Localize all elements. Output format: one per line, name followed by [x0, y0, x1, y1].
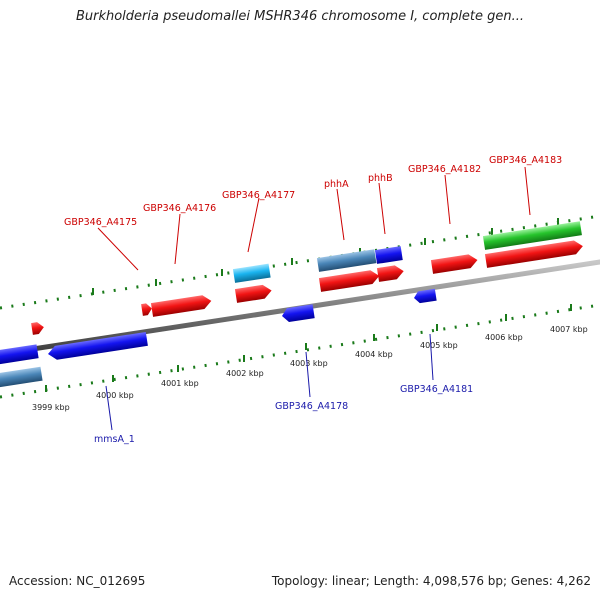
topology-summary: Topology: linear; Length: 4,098,576 bp; …	[271, 574, 591, 588]
gene-red-small[interactable]	[141, 303, 153, 316]
gene-phhA[interactable]	[318, 269, 380, 292]
gene-features	[0, 221, 584, 389]
tick-label-4005: 4005 kbp	[420, 341, 458, 350]
label-phhA[interactable]: phhA	[324, 179, 349, 190]
label-phhB[interactable]: phhB	[368, 173, 393, 184]
label-mmsA-1[interactable]: mmsA_1	[94, 434, 135, 445]
label-gbp346-a4177[interactable]: GBP346_A4177	[222, 190, 295, 201]
label-leader-lines	[97, 166, 531, 431]
label-gbp346-a4178[interactable]: GBP346_A4178	[275, 401, 348, 412]
gene-phhA-steel[interactable]	[316, 249, 377, 272]
gene-red-small-left[interactable]	[31, 321, 45, 335]
accession-text: Accession: NC_012695	[9, 574, 146, 588]
tick-label-4001: 4001 kbp	[161, 379, 199, 388]
tick-label-4007: 4007 kbp	[550, 325, 588, 334]
gene-phhB-blue[interactable]	[374, 246, 403, 264]
gene-gbp346-a4181[interactable]	[413, 288, 437, 304]
gene-red-a4177-b[interactable]	[234, 284, 273, 303]
tick-label-4004: 4004 kbp	[355, 350, 393, 359]
gene-steel-edge-left[interactable]	[0, 366, 43, 389]
gene-gbp346-a4177[interactable]	[232, 263, 271, 283]
map-title: Burkholderia pseudomallei MSHR346 chromo…	[75, 9, 525, 24]
label-gbp346-a4183[interactable]: GBP346_A4183	[489, 155, 562, 166]
label-gbp346-a4176[interactable]: GBP346_A4176	[143, 203, 216, 214]
gene-gbp346-a4178[interactable]	[281, 304, 315, 323]
tick-label-4006: 4006 kbp	[485, 333, 523, 342]
label-gbp346-a4175[interactable]: GBP346_A4175	[64, 217, 137, 228]
gene-blue-edge-left[interactable]	[0, 344, 39, 366]
tick-label-3999: 3999 kbp	[32, 403, 70, 412]
label-gbp346-a4181[interactable]: GBP346_A4181	[400, 384, 473, 395]
gene-gbp346-a4183-green[interactable]	[482, 221, 582, 250]
gene-gbp346-a4182[interactable]	[430, 253, 479, 274]
tick-label-4002: 4002 kbp	[226, 369, 264, 378]
gene-gbp346-a4183[interactable]	[484, 239, 584, 268]
tick-label-4000: 4000 kbp	[96, 391, 134, 400]
tick-label-4003: 4003 kbp	[290, 359, 328, 368]
bottom-major-ticks	[45, 304, 572, 392]
gene-mmsA-1[interactable]	[47, 331, 148, 361]
gene-phhB[interactable]	[376, 264, 405, 282]
label-gbp346-a4182[interactable]: GBP346_A4182	[408, 164, 481, 175]
gene-gbp346-a4176[interactable]	[150, 294, 212, 317]
